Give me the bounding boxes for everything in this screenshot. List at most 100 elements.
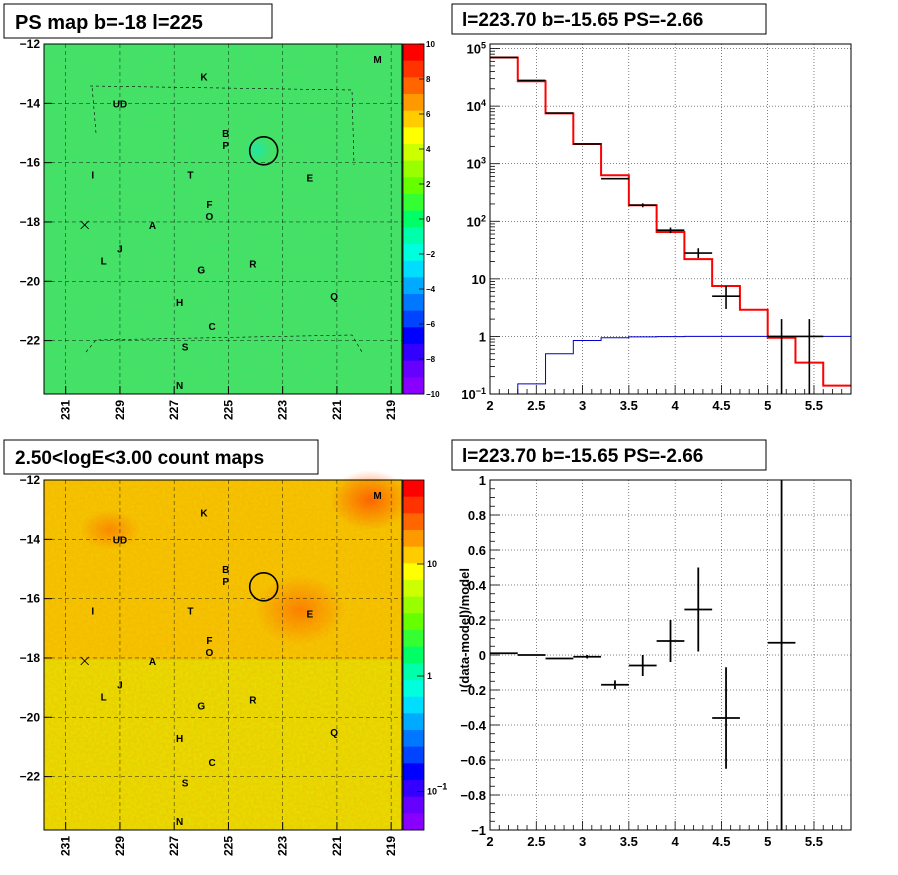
spectrum-y-tick-label: 103 (467, 156, 486, 172)
ps-map-plot: M K UD BP I T E FO A JL G R Q H C S N 231 229 227 225 223 221… (20, 37, 403, 420)
source-label-f: F (206, 200, 212, 211)
count-map-source-labels: M K UD BP I T E FO A JL G R Q H C S N (80, 491, 382, 828)
ps-map-colorbar-tick-label: 2 (426, 180, 431, 189)
source-label-c: C (209, 322, 216, 333)
spectrum-x-tick-label: 4.5 (712, 398, 730, 413)
ps-map-colorbar-cell (403, 94, 424, 112)
ps-map-outline-top (89, 85, 355, 166)
ps-map-colorbar-cell (403, 377, 424, 395)
spectrum-data-points (490, 56, 824, 394)
count-map-x-axis: 231 229 227 225 223 221 219 (59, 822, 398, 856)
spectrum-y-axis: 10−1 1 10 102 103 104 105 (461, 41, 500, 402)
ps-map-x-tick-label: 231 (59, 400, 73, 420)
residual-y-tick-label: −0.8 (460, 788, 486, 803)
count-map-colorbar-tick-label: 1 (427, 671, 432, 681)
spectrum-y-tick-label: 105 (467, 41, 486, 57)
ps-map-colorbar-tick-label: 6 (426, 110, 431, 119)
residual-x-tick-label: 2.5 (527, 834, 545, 849)
source-label-h: H (176, 298, 183, 309)
spectrum-y-tick-label: 10 (472, 272, 486, 287)
count-map-colorbar-cell (403, 780, 424, 798)
ps-map-colorbar-cell (403, 310, 424, 328)
count-map-colorbar-tick-label: 10−1 (427, 782, 447, 797)
ps-map-colorbar-cell (403, 144, 424, 162)
ps-map-x-axis: 231 229 227 225 223 221 219 (59, 386, 398, 420)
ps-map-colorbar-tick-label: −4 (426, 285, 436, 294)
residual-panel: l=223.70 b=-15.65 PS=-2.66 2 2.5 3 3.5 4 4.5 5… (451, 439, 852, 849)
residual-y-tick-label: −0.4 (460, 718, 486, 733)
source-label-t: T (187, 171, 193, 182)
residual-y-tick-label: 0.4 (468, 578, 487, 593)
residual-data-point (712, 667, 740, 769)
source-label-k: K (200, 73, 208, 84)
ps-map-colorbar-cell (403, 194, 424, 212)
ps-map-title-box (3, 3, 273, 39)
spectrum-data-point (712, 286, 740, 309)
spectrum-x-tick-label: 3.5 (620, 398, 638, 413)
count-map-panel: 2.50<logE<3.00 count maps M K UD BP I T E FO A JL… (3, 439, 447, 856)
ps-map-colorbar-cell (403, 210, 424, 228)
source-label-r: R (249, 695, 257, 706)
residual-x-tick-label: 3 (579, 834, 586, 849)
count-map-colorbar-cell (403, 746, 424, 764)
ps-map-y-tick-label: −12 (20, 37, 41, 51)
count-map-colorbar-cell (403, 813, 424, 831)
spectrum-x-tick-label: 5 (764, 398, 771, 413)
spectrum-title-box (451, 3, 767, 35)
ps-map-colorbar-tick-label: 4 (426, 145, 431, 154)
spectrum-data-point (795, 319, 824, 394)
count-map-x-tick-label: 229 (113, 836, 127, 856)
residual-y-tick-label: 0.6 (468, 543, 486, 558)
source-label-k: K (200, 509, 208, 520)
count-map-y-tick-label: −14 (20, 532, 41, 546)
residual-data-point (573, 655, 602, 659)
ps-map-x-tick-label: 225 (221, 400, 235, 420)
source-label-ud: UD (113, 535, 127, 546)
ps-map-colorbar-cell (403, 77, 424, 95)
source-label-s: S (182, 779, 189, 790)
spectrum-panel: l=223.70 b=-15.65 PS=-2.66 2 2.5 3 3.5 4 4.5 5… (451, 3, 852, 413)
ps-map-texture (44, 44, 402, 394)
count-map-y-tick-label: −18 (20, 651, 41, 665)
count-map-x-tick-label: 223 (276, 836, 290, 856)
ps-map-y-tick-label: −18 (20, 215, 41, 229)
ps-map-colorbar-cell (403, 277, 424, 295)
ps-map-colorbar-cell (403, 110, 424, 128)
ps-map-title: PS map b=-18 l=225 (15, 12, 203, 34)
residual-x-tick-label: 3.5 (620, 834, 638, 849)
residual-title-box (451, 439, 767, 471)
residual-y-tick-label: 0.8 (468, 508, 486, 523)
spectrum-title: l=223.70 b=-15.65 PS=-2.66 (462, 10, 703, 31)
count-map-hot-region-e (255, 575, 345, 645)
source-label-p: P (222, 141, 229, 152)
spectrum-y-tick-label: 102 (467, 213, 486, 229)
ps-map-y-axis: −12 −14 −16 −18 −20 −22 (20, 37, 52, 348)
ps-map-panel: PS map b=-18 l=225 M K UD BP I T E FO A JL G R Q H C S N… (3, 3, 440, 420)
source-label-a: A (149, 221, 156, 232)
source-label-j: J (117, 245, 123, 256)
count-map-colorbar-cell (403, 696, 424, 714)
source-label-n: N (176, 817, 183, 828)
count-map-colorbar-cell (403, 663, 424, 681)
source-label-b: B (222, 565, 229, 576)
background-step-line (490, 335, 851, 395)
count-map-colorbar-cell (403, 630, 424, 648)
count-map-colorbar: 10 1 10−1 (402, 479, 447, 831)
count-map-colorbar-cell (403, 580, 424, 598)
ps-map-x-tick-label: 219 (384, 400, 398, 420)
source-label-n: N (176, 381, 183, 392)
source-label-a: A (149, 657, 156, 668)
residual-y-tick-label: −0.2 (460, 683, 486, 698)
count-map-colorbar-cell (403, 646, 424, 664)
count-map-x-tick-label: 219 (384, 836, 398, 856)
spectrum-y-tick-label: 10−1 (461, 386, 486, 402)
residual-data-point (628, 655, 657, 676)
source-label-l: L (101, 693, 107, 704)
source-label-o: O (206, 212, 214, 223)
ps-map-outline-left (91, 85, 97, 134)
ps-map-tint (44, 44, 402, 394)
count-map-y-tick-label: −22 (20, 770, 41, 784)
count-map-colorbar-cell (403, 563, 424, 581)
spectrum-x-tick-label: 2.5 (527, 398, 545, 413)
